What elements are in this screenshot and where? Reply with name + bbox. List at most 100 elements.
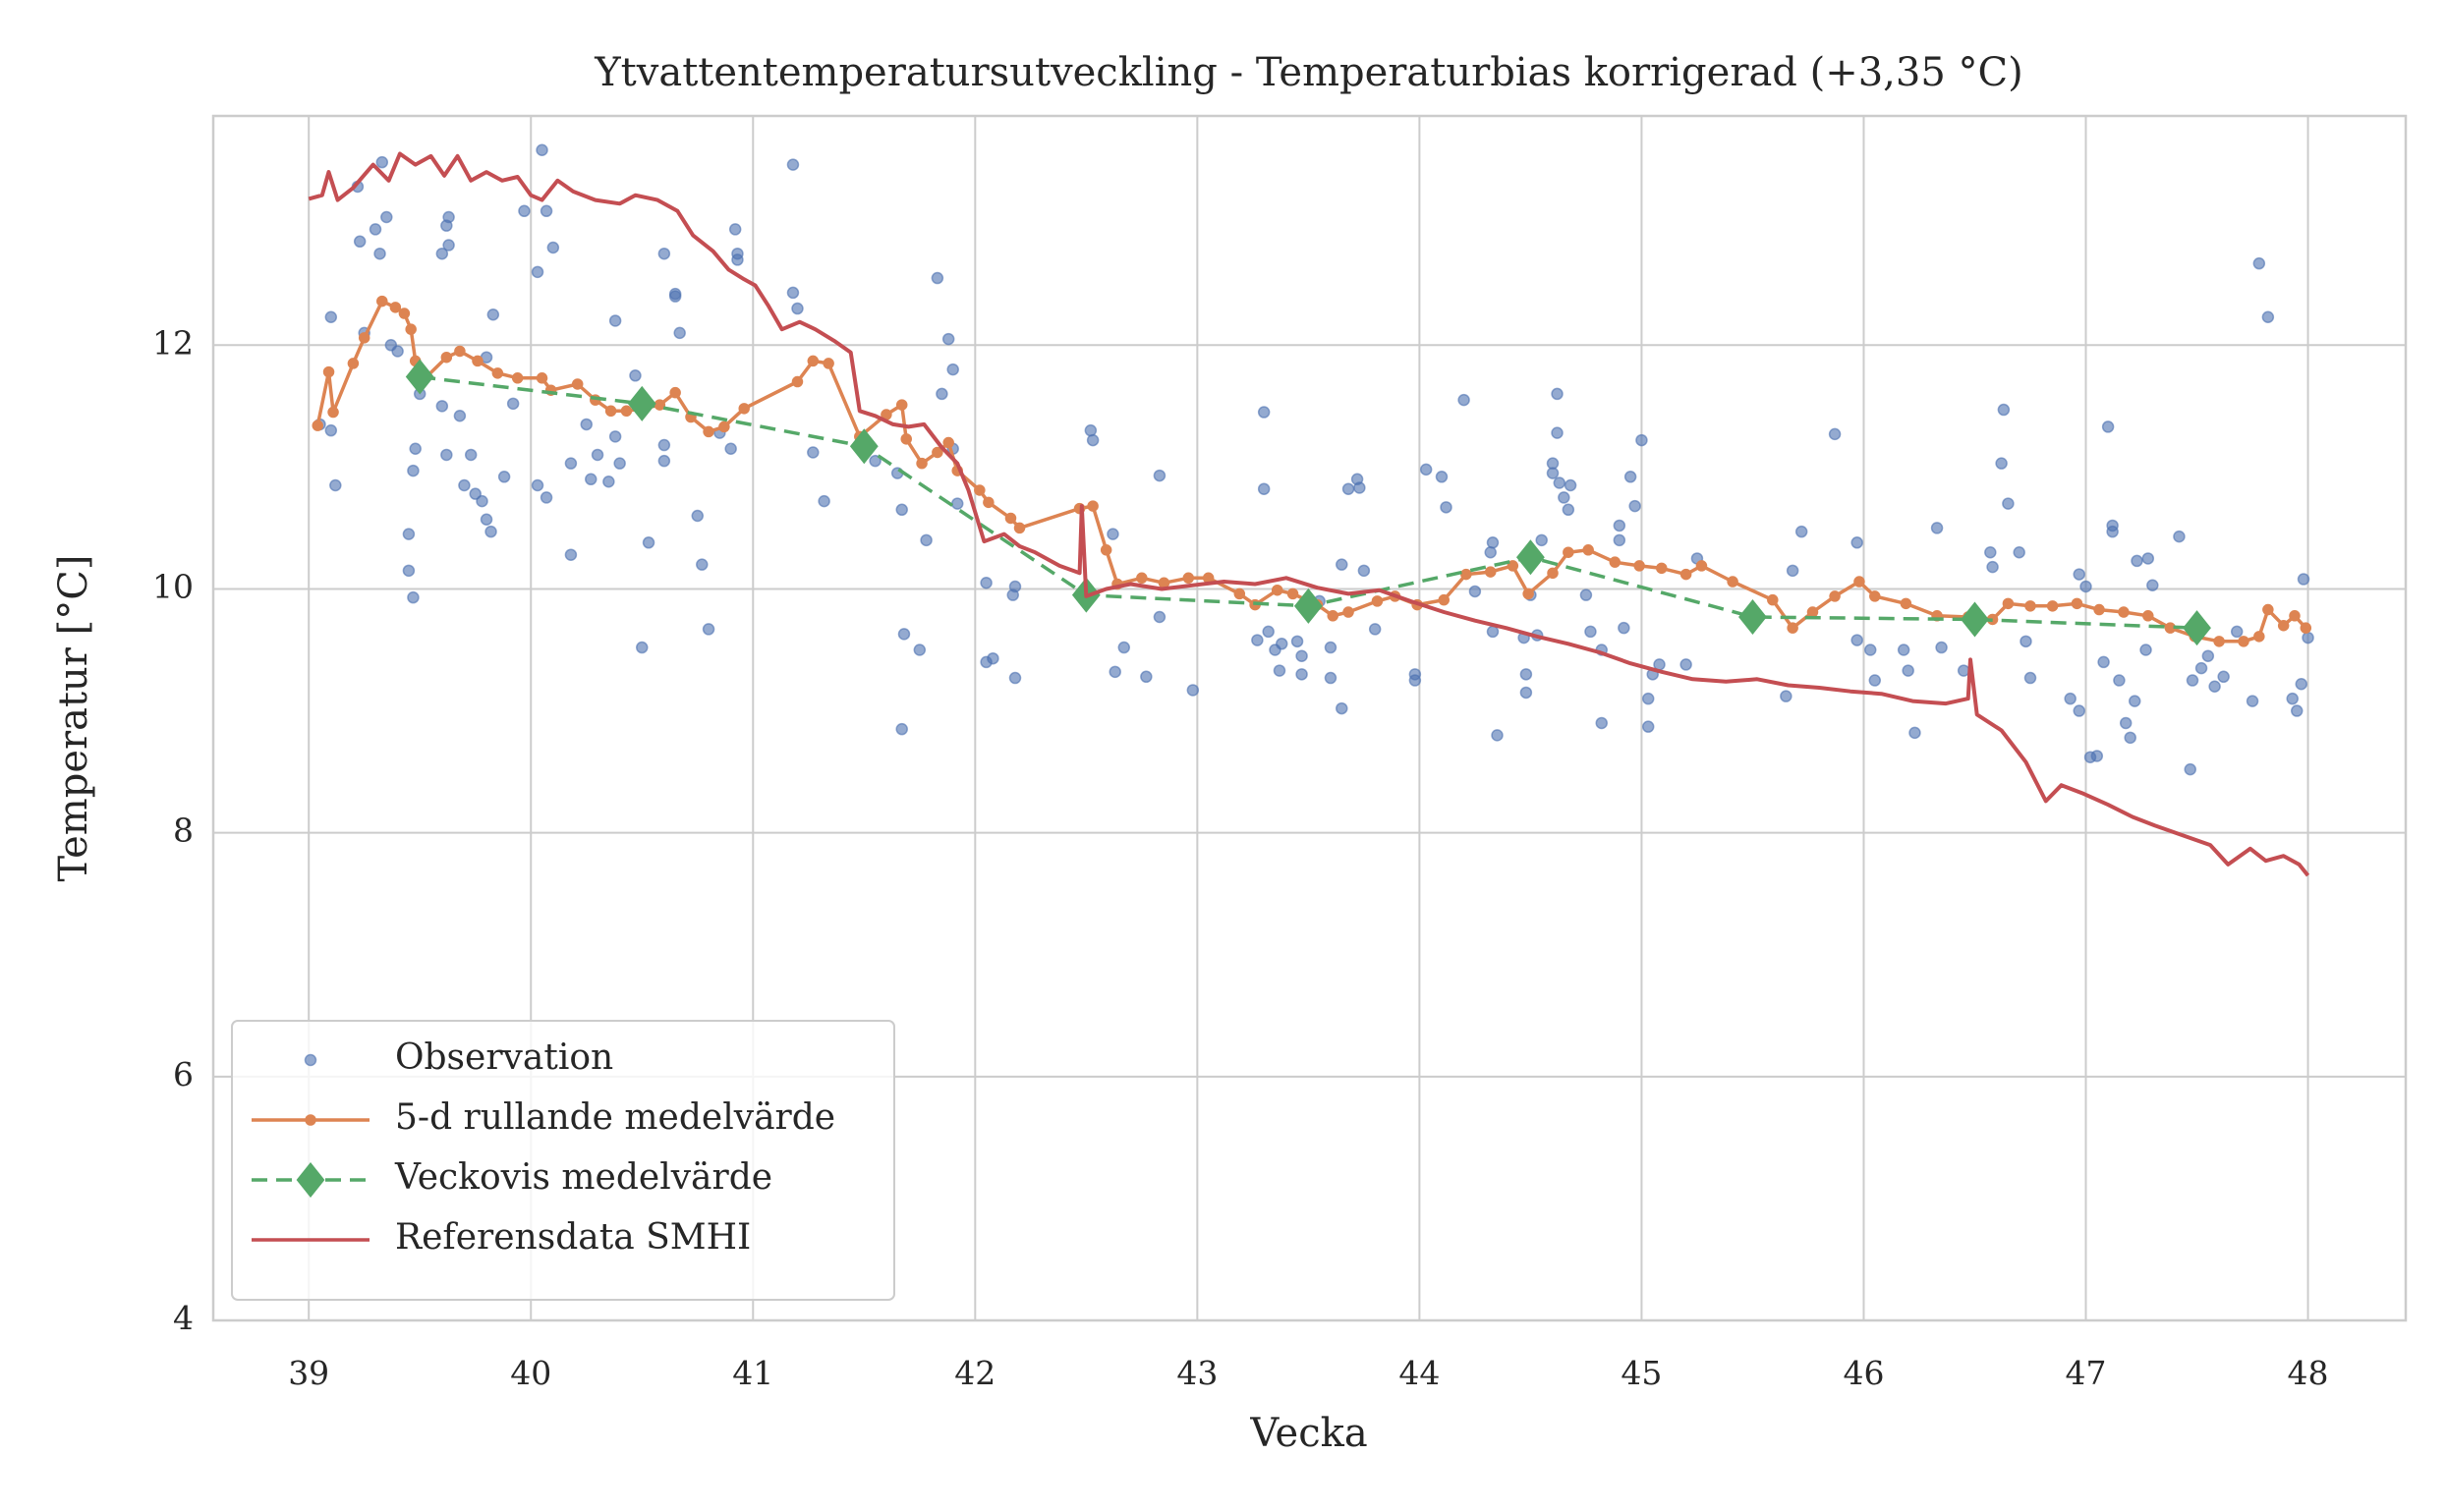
point: [974, 484, 986, 496]
point: [696, 558, 709, 571]
point: [654, 399, 666, 411]
point: [1546, 467, 1560, 479]
point: [1419, 463, 1433, 476]
point: [2186, 674, 2199, 687]
point: [1008, 671, 1022, 685]
diamond-marker: [1293, 588, 1323, 624]
point: [1257, 482, 1271, 495]
point: [442, 239, 455, 252]
point: [1868, 674, 1882, 687]
point: [391, 345, 404, 358]
point: [1869, 590, 1881, 602]
point: [1084, 423, 1098, 437]
point: [2289, 610, 2301, 622]
point: [932, 446, 943, 459]
point: [1087, 500, 1099, 512]
point: [1117, 641, 1131, 654]
point: [673, 326, 686, 340]
point: [312, 420, 323, 431]
point: [2246, 695, 2259, 707]
point: [604, 405, 617, 418]
point: [791, 302, 804, 315]
point: [1486, 536, 1500, 549]
point: [1535, 533, 1548, 547]
x-tick-label: 40: [510, 1354, 551, 1392]
point: [1013, 522, 1026, 534]
point: [1930, 522, 1944, 534]
point: [1897, 644, 1910, 656]
point: [2217, 670, 2230, 684]
y-tick-label: 12: [152, 323, 194, 362]
point: [2046, 600, 2059, 612]
point: [1850, 634, 1863, 646]
point: [546, 241, 560, 254]
point: [476, 494, 488, 508]
point: [1486, 625, 1500, 639]
point: [691, 509, 705, 523]
point: [1995, 457, 2008, 470]
point: [1341, 482, 1355, 495]
point: [1623, 471, 1637, 483]
point: [1290, 635, 1304, 648]
point: [895, 503, 908, 517]
point: [1336, 558, 1348, 571]
point: [1582, 544, 1594, 556]
point: [2020, 635, 2032, 648]
point: [1613, 519, 1626, 532]
point: [2090, 750, 2104, 762]
point: [1563, 546, 1574, 558]
point: [405, 323, 417, 335]
point: [1986, 560, 1999, 574]
point: [1786, 564, 1799, 578]
point: [620, 405, 633, 418]
point: [2118, 606, 2130, 618]
point: [2173, 530, 2186, 543]
point: [454, 345, 466, 358]
y-tick-label: 4: [173, 1299, 194, 1337]
point: [1153, 469, 1167, 482]
point: [942, 436, 954, 449]
point: [324, 423, 338, 437]
x-tick-label: 39: [288, 1354, 329, 1392]
point: [2146, 579, 2159, 591]
point: [724, 442, 737, 456]
point: [920, 533, 933, 547]
point: [442, 210, 455, 224]
point: [435, 400, 449, 413]
point: [564, 548, 578, 561]
point: [1997, 403, 2011, 417]
point: [2141, 552, 2155, 565]
point: [380, 210, 393, 224]
point: [2194, 661, 2208, 675]
point: [453, 410, 467, 422]
point: [531, 478, 544, 492]
point: [486, 308, 500, 321]
y-tick-label: 6: [173, 1055, 194, 1093]
point: [900, 433, 912, 445]
point: [1295, 649, 1308, 662]
point: [1794, 525, 1808, 538]
diamond-marker: [2183, 610, 2211, 646]
point: [2262, 603, 2274, 616]
point: [2230, 625, 2244, 639]
point: [484, 525, 497, 538]
point: [629, 369, 642, 382]
point: [1182, 572, 1195, 585]
point: [786, 158, 800, 171]
point: [376, 295, 388, 308]
point: [608, 430, 622, 443]
point: [327, 406, 339, 419]
point: [1850, 536, 1863, 549]
point: [2071, 597, 2083, 610]
legend-box: [231, 1020, 895, 1301]
legend: Observation 5-d rullande medelvärde Veckov…: [231, 1020, 895, 1301]
point: [1004, 512, 1017, 525]
point: [2139, 644, 2152, 656]
x-tick-label: 48: [2288, 1354, 2329, 1392]
point: [2286, 692, 2299, 705]
point: [1484, 545, 1497, 559]
point: [2128, 695, 2141, 707]
point: [2300, 622, 2312, 634]
point: [1275, 638, 1288, 650]
point: [1484, 566, 1497, 578]
